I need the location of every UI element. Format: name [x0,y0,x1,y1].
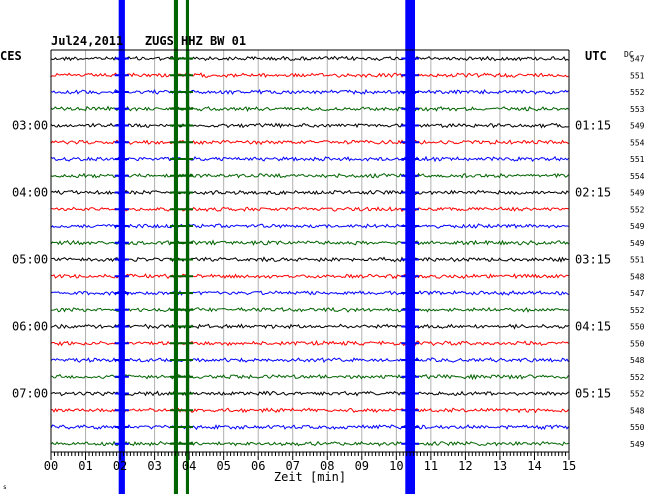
plot-frame [50,49,570,453]
right-time-label: 04:15 [575,320,611,334]
seismic-traces [50,55,569,447]
left-time-label: 06:00 [12,320,48,334]
dc-value: 551 [630,256,645,265]
trace-row-19 [50,373,569,381]
dc-value: 552 [630,205,645,214]
dc-value: 547 [630,289,645,298]
event-band-2 [185,0,189,494]
trace-row-1 [50,72,569,78]
x-tick-label: 07 [286,459,300,473]
grid [85,50,535,452]
trace-row-13 [50,273,569,280]
trace-row-3 [50,105,569,113]
left-time-label: 05:00 [12,253,48,267]
x-tick-label: 09 [355,459,369,473]
dc-value: 550 [630,323,645,332]
right-time-label: 01:15 [575,119,611,133]
trace-row-22 [50,424,569,431]
trace-row-10 [50,223,569,229]
dc-value: 549 [630,440,645,449]
dc-value: 552 [630,390,645,399]
trace-row-21 [50,407,569,414]
x-tick-label: 12 [458,459,472,473]
trace-row-6 [50,155,569,163]
dc-value: 554 [630,172,645,181]
trace-row-15 [50,306,569,313]
x-tick-label: 05 [216,459,230,473]
dc-value: 554 [630,138,645,147]
trace-row-14 [50,289,569,296]
trace-row-9 [50,206,569,213]
x-tick-label: 15 [562,459,576,473]
dc-value: 552 [630,306,645,315]
dc-value: 553 [630,105,645,114]
dc-value: 548 [630,406,645,415]
trace-row-2 [50,88,569,96]
trace-row-0 [50,55,569,62]
x-tick-label: 08 [320,459,334,473]
dc-value: 549 [630,122,645,131]
left-time-label: 04:00 [12,186,48,200]
dc-values: 547 551 552 553 549 554 551 554 549 552 549 549 551 5… [630,55,645,449]
right-timezone-label: UTC [585,49,607,63]
chart-title: Jul24,2011 ZUGS HHZ BW 01 [51,34,246,48]
dc-value: 551 [630,71,645,80]
x-tick-label: 02 [113,459,127,473]
dc-label: DC [624,50,634,59]
right-time-label: 02:15 [575,186,611,200]
footer-mark: s [3,484,7,491]
dc-value: 547 [630,55,645,64]
dc-value: 551 [630,155,645,164]
trace-row-4 [50,122,569,129]
trace-row-11 [50,239,569,246]
x-tick-label: 04 [182,459,196,473]
dc-value: 550 [630,339,645,348]
x-axis-label: Zeit [min] [274,470,346,484]
x-axis-ticks: 00 01 02 03 04 05 06 07 08 09 10 11 12 13 14 15 [44,452,576,473]
dc-value: 550 [630,423,645,432]
dc-value: 552 [630,88,645,97]
left-time-label: 07:00 [12,387,48,401]
right-time-labels: 01:15 02:15 03:15 04:15 05:15 [575,119,611,401]
left-timezone-label: CES [0,49,22,63]
x-tick-label: 11 [424,459,438,473]
trace-row-7 [50,172,569,179]
dc-value: 549 [630,222,645,231]
trace-row-18 [50,357,569,363]
dc-value: 549 [630,189,645,198]
x-tick-label: 06 [251,459,265,473]
x-tick-label: 13 [493,459,507,473]
x-tick-label: 10 [389,459,403,473]
event-band-0 [118,0,125,494]
trace-row-16 [50,323,569,330]
x-tick-label: 01 [78,459,92,473]
x-tick-label: 00 [44,459,58,473]
dc-value: 548 [630,356,645,365]
x-tick-label: 03 [147,459,161,473]
right-time-label: 05:15 [575,387,611,401]
trace-row-8 [50,189,569,196]
dc-value: 552 [630,373,645,382]
seismic-events [114,0,419,494]
trace-row-23 [50,440,569,447]
x-tick-label: 14 [527,459,541,473]
trace-row-17 [50,339,569,347]
trace-row-5 [50,139,569,146]
event-band-3 [405,0,415,494]
dc-value: 549 [630,239,645,248]
left-time-labels: 03:00 04:00 05:00 06:00 07:00 [12,119,48,401]
right-time-label: 03:15 [575,253,611,267]
left-time-label: 03:00 [12,119,48,133]
trace-row-20 [50,390,569,397]
event-band-1 [173,0,178,494]
trace-row-12 [50,256,569,263]
dc-value: 548 [630,272,645,281]
